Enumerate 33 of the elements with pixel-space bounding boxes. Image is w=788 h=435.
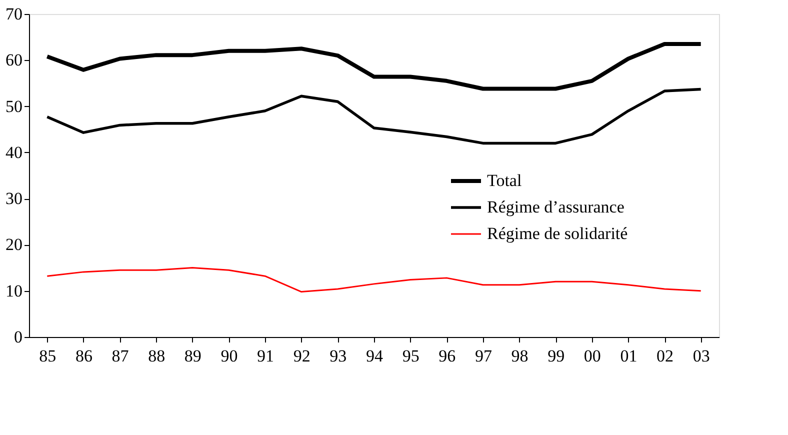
line-series bbox=[46, 88, 702, 145]
x-tick-label: 90 bbox=[220, 346, 238, 366]
x-tick-label: 88 bbox=[148, 346, 166, 366]
x-tick-label: 93 bbox=[330, 346, 347, 366]
y-tick-label: 0 bbox=[14, 328, 22, 346]
legend-label: Régime d’assurance bbox=[487, 198, 624, 216]
y-tick-label: 40 bbox=[6, 142, 22, 162]
x-tick-label: 89 bbox=[184, 346, 202, 366]
x-tick-label: 03 bbox=[692, 346, 710, 366]
y-tick-label: 70 bbox=[6, 4, 22, 24]
x-tick-label: 91 bbox=[257, 346, 274, 366]
x-tick-label: 01 bbox=[620, 346, 638, 366]
line-series bbox=[45, 42, 703, 91]
x-tick-label: 87 bbox=[112, 346, 130, 366]
y-tick-label: 50 bbox=[6, 96, 22, 116]
y-tick-label: 20 bbox=[6, 235, 22, 254]
y-tick-label: 60 bbox=[6, 50, 22, 70]
x-tick-label: 86 bbox=[75, 346, 92, 366]
y-tick-label: 10 bbox=[6, 281, 22, 300]
x-tick-label: 00 bbox=[584, 346, 601, 366]
x-tick-label: 02 bbox=[656, 346, 674, 366]
x-tick-label: 94 bbox=[366, 346, 384, 366]
line-series bbox=[46, 267, 702, 293]
legend-label: Total bbox=[487, 171, 522, 190]
legend-label: Régime de solidarité bbox=[487, 224, 628, 243]
x-tick-label: 92 bbox=[293, 346, 310, 366]
x-tick-label: 97 bbox=[474, 346, 492, 366]
x-tick-label: 95 bbox=[402, 346, 420, 366]
x-tick-label: 98 bbox=[511, 346, 528, 366]
x-tick-label: 99 bbox=[548, 346, 565, 366]
x-tick-label: 85 bbox=[39, 346, 56, 366]
x-tick-label: 96 bbox=[438, 346, 456, 366]
y-tick-label: 30 bbox=[6, 189, 22, 208]
